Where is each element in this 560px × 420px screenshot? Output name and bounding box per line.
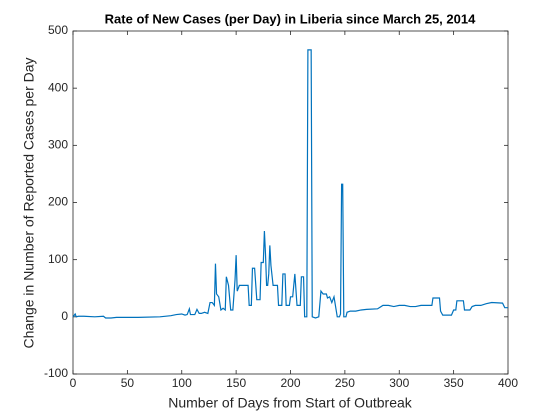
x-tick-label: 150 — [226, 376, 246, 390]
y-tick-label: 200 — [48, 195, 68, 209]
x-tick-label: 400 — [498, 376, 518, 390]
y-tick-label: 100 — [48, 252, 68, 266]
x-tick-label: 100 — [172, 376, 192, 390]
y-tick-label: -100 — [44, 366, 68, 380]
y-axis-label: Change in Number of Reported Cases per D… — [21, 57, 37, 348]
x-tick-label: 200 — [280, 376, 300, 390]
y-tick-label: 300 — [48, 138, 68, 152]
x-tick-label: 0 — [70, 376, 77, 390]
chart-title: Rate of New Cases (per Day) in Liberia s… — [105, 11, 476, 26]
x-tick-label: 300 — [389, 376, 409, 390]
plot-area — [72, 30, 509, 375]
x-tick-label: 250 — [335, 376, 355, 390]
x-tick-label: 350 — [444, 376, 464, 390]
data-line — [72, 49, 508, 319]
x-axis-label: Number of Days from Start of Outbreak — [168, 395, 413, 411]
y-tick-label: 400 — [48, 80, 68, 94]
y-tick-label: 0 — [61, 309, 68, 323]
y-tick-label: 500 — [48, 23, 68, 37]
x-tick-label: 50 — [121, 376, 135, 390]
